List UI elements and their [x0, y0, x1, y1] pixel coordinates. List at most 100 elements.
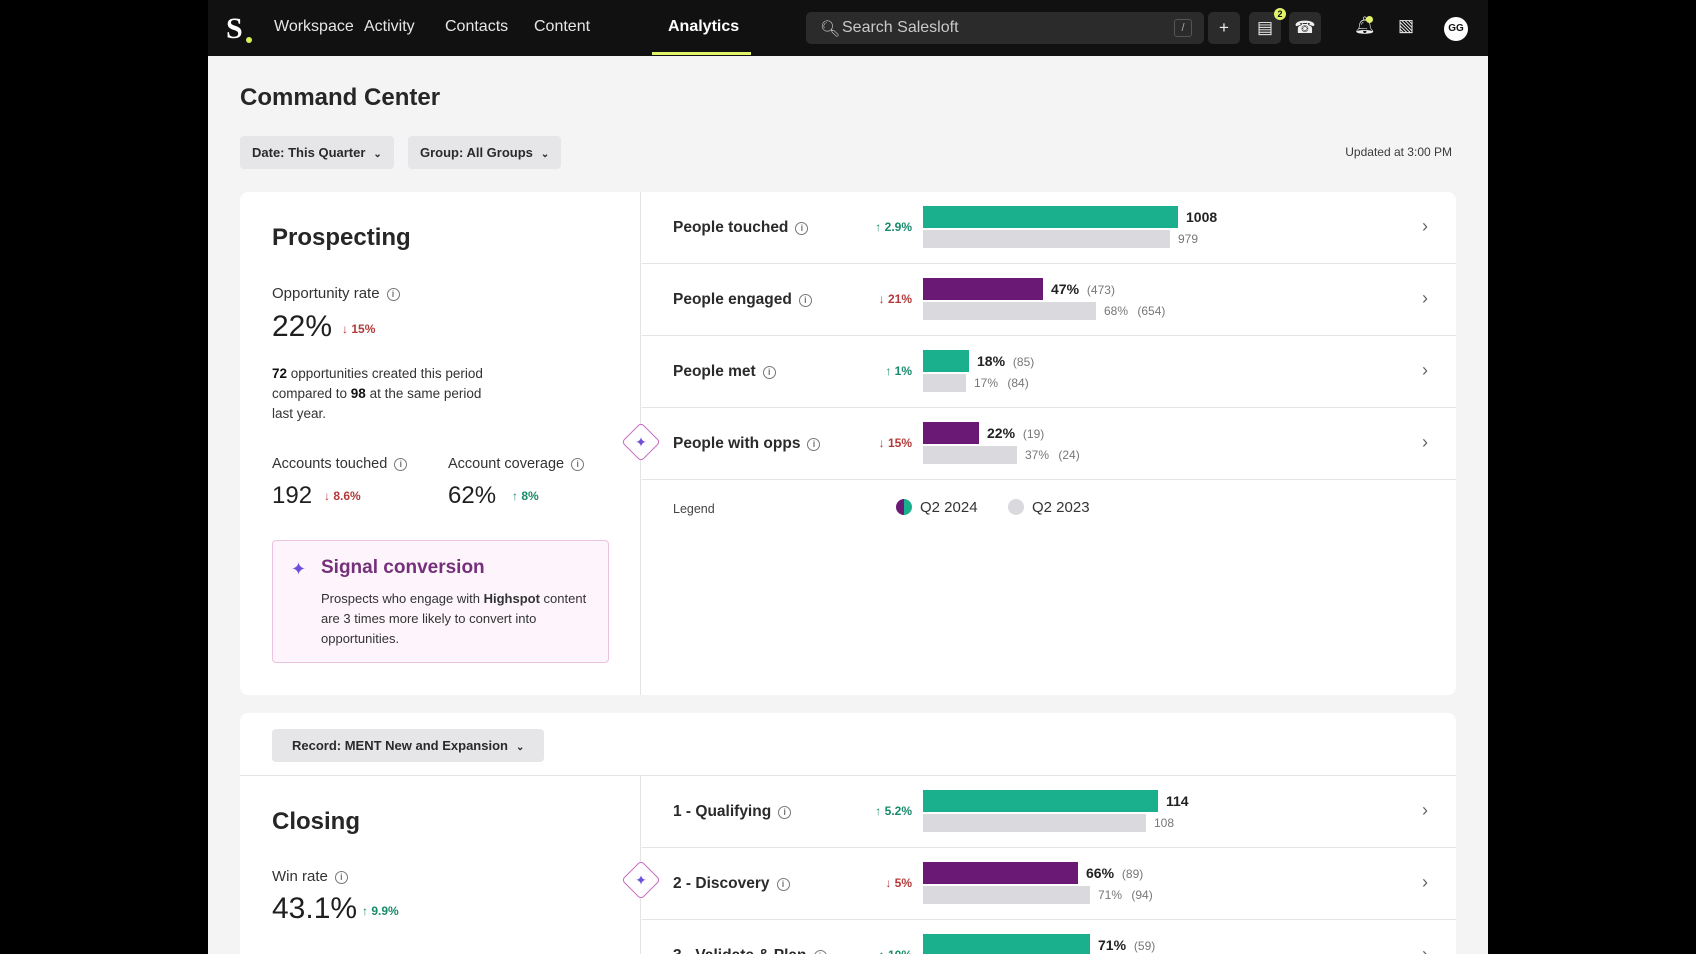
- metric-label-text: People engaged: [673, 291, 792, 308]
- metric-label-text: 1 - Qualifying: [673, 803, 772, 820]
- opp-count: 72: [272, 366, 288, 381]
- metric-label-text: People with opps: [673, 435, 801, 452]
- info-icon[interactable]: i: [778, 806, 792, 819]
- prospecting-card: Prospecting Opportunity rate i 22% ↓ 15% …: [240, 192, 1456, 695]
- metric-row[interactable]: 3 - Validate & Plan i ↑ 10% 71% (59) ›: [642, 920, 1456, 954]
- legend-label: Legend: [673, 502, 715, 516]
- date-filter[interactable]: Date: This Quarter ⌄: [240, 136, 394, 169]
- chevron-down-icon: ⌄: [373, 149, 382, 160]
- info-icon[interactable]: i: [798, 294, 812, 307]
- info-icon[interactable]: i: [394, 458, 408, 471]
- metric-label: People touched i: [673, 219, 809, 237]
- metric-label: 1 - Qualifying i: [673, 803, 792, 821]
- metric-row[interactable]: 2 - Discovery i ↓ 5% 66% (89) 71% (94) ›: [642, 848, 1456, 920]
- metric-delta-value: 2.9%: [884, 220, 912, 234]
- metric-row[interactable]: People engaged i ↓ 21% 47% (473) 68% (654) ›: [642, 264, 1456, 336]
- current-bar: [923, 862, 1078, 884]
- chevron-right-icon[interactable]: ›: [1422, 944, 1428, 954]
- info-icon[interactable]: i: [386, 288, 400, 301]
- chevron-right-icon[interactable]: ›: [1422, 360, 1428, 380]
- previous-value: 68% (654): [1104, 304, 1165, 318]
- arrow-down-icon: ↓: [324, 489, 330, 503]
- nav-contacts[interactable]: Contacts: [445, 18, 509, 35]
- chevron-right-icon[interactable]: ›: [1422, 872, 1428, 892]
- previous-bar: [923, 446, 1017, 464]
- chevron-right-icon[interactable]: ›: [1422, 216, 1428, 236]
- avatar[interactable]: GG: [1444, 17, 1468, 41]
- accounts-touched-label: Accounts touched i: [272, 456, 408, 472]
- arrow-up-icon: ↑: [875, 804, 882, 818]
- signal-conversion-card[interactable]: ✦ Signal conversion Prospects who engage…: [272, 540, 609, 663]
- record-filter[interactable]: Record: MENT New and Expansion ⌄: [272, 729, 545, 762]
- nav-workspace[interactable]: Workspace: [274, 18, 354, 35]
- legend-previous-swatch: [1008, 499, 1024, 515]
- phone-button[interactable]: ☎: [1289, 12, 1321, 44]
- previous-value: 37% (24): [1025, 448, 1080, 462]
- metric-row[interactable]: People touched i ↑ 2.9% 1008 979 ›: [642, 192, 1456, 264]
- metric-row[interactable]: 1 - Qualifying i ↑ 5.2% 114 108 ›: [642, 776, 1456, 848]
- metric-label: 2 - Discovery i: [673, 875, 790, 893]
- opportunity-summary: 72 opportunities created this period com…: [272, 364, 492, 424]
- previous-bar: [923, 886, 1090, 904]
- metric-delta: ↑ 5.2%: [852, 804, 912, 818]
- win-rate-value: 43.1%: [272, 892, 358, 925]
- current-bar: [923, 934, 1090, 954]
- chevron-right-icon[interactable]: ›: [1422, 288, 1428, 308]
- nav-content[interactable]: Content: [534, 18, 591, 35]
- salesloft-logo[interactable]: S: [226, 12, 243, 45]
- legend-previous-label: Q2 2023: [1032, 499, 1090, 516]
- nav-analytics[interactable]: Analytics: [668, 18, 740, 35]
- info-icon[interactable]: i: [807, 438, 821, 451]
- current-count: (85): [1012, 355, 1035, 369]
- opp-text-mid: opportunities created this period compar…: [272, 366, 483, 401]
- opportunity-rate-text: Opportunity rate: [272, 285, 380, 302]
- notification-dot: [1366, 16, 1373, 23]
- metric-delta-value: 5%: [894, 876, 912, 890]
- messages-button[interactable]: ▤ 2: [1249, 8, 1286, 44]
- metric-label-text: 3 - Validate & Plan: [673, 947, 807, 954]
- search-input[interactable]: 🔍︎ Search Salesloft /: [806, 12, 1204, 44]
- group-filter[interactable]: Group: All Groups ⌄: [408, 136, 562, 169]
- arrow-up-icon: ↑: [875, 220, 882, 234]
- accounts-touched-delta-value: 8.6%: [333, 489, 361, 503]
- signal-text-post: content are 3 times more likely to conve…: [321, 591, 587, 646]
- add-button[interactable]: +: [1208, 12, 1240, 44]
- info-icon[interactable]: i: [776, 878, 790, 891]
- current-value: 22% (19): [987, 425, 1044, 441]
- current-value-text: 18%: [977, 353, 1006, 369]
- closing-title: Closing: [272, 808, 360, 835]
- divider: [240, 775, 1456, 776]
- sparkle-icon: ✦: [635, 434, 647, 450]
- nav-activity[interactable]: Activity: [364, 18, 415, 35]
- previous-count: (654): [1137, 304, 1166, 318]
- current-bar: [923, 278, 1043, 300]
- chevron-right-icon[interactable]: ›: [1422, 432, 1428, 452]
- opportunity-rate-label: Opportunity rate i: [272, 285, 400, 302]
- info-icon[interactable]: i: [813, 950, 827, 954]
- current-bar: [923, 206, 1178, 228]
- group-filter-label: Group: All Groups: [420, 145, 533, 160]
- legend-current-label: Q2 2024: [920, 499, 978, 516]
- metric-row[interactable]: People with opps i ↓ 15% 22% (19) 37% (24) ›: [642, 408, 1456, 480]
- metric-delta-value: 1%: [894, 364, 912, 378]
- accounts-touched-text: Accounts touched: [272, 456, 388, 472]
- info-icon[interactable]: i: [571, 458, 585, 471]
- metric-label-text: 2 - Discovery: [673, 875, 770, 892]
- previous-count: (24): [1058, 448, 1080, 462]
- metric-row[interactable]: People met i ↑ 1% 18% (85) 17% (84) ›: [642, 336, 1456, 408]
- metric-label: People with opps i: [673, 435, 821, 453]
- cards-icon[interactable]: ▧: [1398, 16, 1415, 35]
- info-icon[interactable]: i: [334, 871, 348, 884]
- sparkle-icon: ✦: [635, 872, 647, 888]
- legend-current: Q2 2024: [896, 499, 978, 516]
- metric-delta: ↓ 5%: [852, 876, 912, 890]
- page-title: Command Center: [240, 84, 441, 111]
- account-coverage-value: 62%: [448, 482, 497, 509]
- chevron-down-icon: ⌄: [540, 149, 550, 160]
- metric-delta: ↓ 21%: [852, 292, 912, 306]
- plus-icon: +: [1219, 18, 1229, 37]
- chevron-right-icon[interactable]: ›: [1422, 800, 1428, 820]
- info-icon[interactable]: i: [762, 366, 776, 379]
- info-icon[interactable]: i: [795, 222, 809, 235]
- current-count: (89): [1121, 867, 1144, 881]
